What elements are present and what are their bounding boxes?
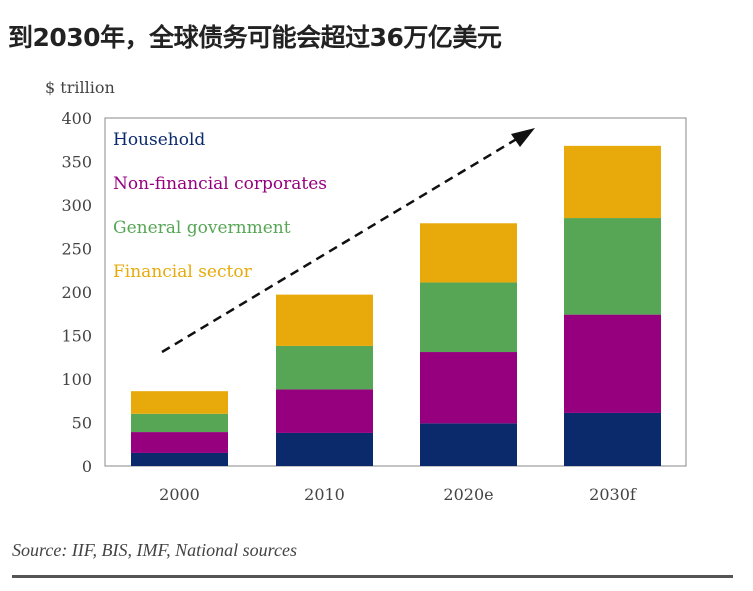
x-tick-label: 2020e bbox=[443, 485, 493, 504]
bar-segment-non-financial-corporates-2000 bbox=[131, 432, 228, 453]
bar-segment-general-government-2020e bbox=[420, 282, 517, 353]
bar-segment-financial-sector-2020e bbox=[420, 223, 517, 283]
source-note: Source: IIF, BIS, IMF, National sources bbox=[12, 540, 297, 560]
y-tick-label: 300 bbox=[61, 196, 92, 215]
y-tick-label: 100 bbox=[61, 370, 92, 389]
x-tick-label: 2030f bbox=[589, 485, 637, 504]
bar-segment-household-2030f bbox=[564, 412, 661, 466]
y-tick-label: 400 bbox=[61, 109, 92, 128]
bar-segment-general-government-2000 bbox=[131, 413, 228, 433]
bar-segment-general-government-2030f bbox=[564, 218, 661, 315]
bar-segment-financial-sector-2030f bbox=[564, 145, 661, 219]
bar-segment-financial-sector-2000 bbox=[131, 391, 228, 414]
bar-segment-non-financial-corporates-2010 bbox=[276, 389, 373, 433]
plot-frame bbox=[104, 117, 687, 467]
y-tick-label: 250 bbox=[61, 240, 92, 259]
legend-entry: Household bbox=[113, 130, 205, 150]
y-tick-label: 0 bbox=[82, 457, 92, 476]
x-tick-label: 2000 bbox=[159, 485, 200, 504]
y-tick-label: 350 bbox=[61, 153, 92, 172]
bar-segment-non-financial-corporates-2030f bbox=[564, 314, 661, 413]
y-tick-label: 50 bbox=[72, 414, 92, 433]
bar-segment-household-2020e bbox=[420, 423, 517, 466]
page-title: 到2030年，全球债务可能会超过36万亿美元 bbox=[8, 23, 502, 52]
y-axis-label: $ trillion bbox=[45, 78, 115, 97]
bar-segment-non-financial-corporates-2020e bbox=[420, 352, 517, 424]
bar-segment-financial-sector-2010 bbox=[276, 294, 373, 346]
legend-entry: General government bbox=[113, 218, 291, 238]
legend-entry: Financial sector bbox=[113, 262, 253, 282]
trend-arrow-line bbox=[161, 135, 521, 354]
y-tick-label: 200 bbox=[61, 283, 92, 302]
y-tick-label: 150 bbox=[61, 327, 92, 346]
x-tick-label: 2010 bbox=[304, 485, 345, 504]
trend-arrow-head bbox=[511, 128, 535, 147]
bar-segment-general-government-2010 bbox=[276, 345, 373, 390]
divider bbox=[12, 575, 733, 578]
bar-segment-household-2010 bbox=[276, 432, 373, 466]
bar-segment-household-2000 bbox=[131, 452, 228, 466]
legend-entry: Non-financial corporates bbox=[113, 174, 327, 194]
